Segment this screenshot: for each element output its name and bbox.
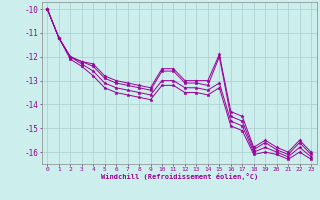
X-axis label: Windchill (Refroidissement éolien,°C): Windchill (Refroidissement éolien,°C) <box>100 173 258 180</box>
